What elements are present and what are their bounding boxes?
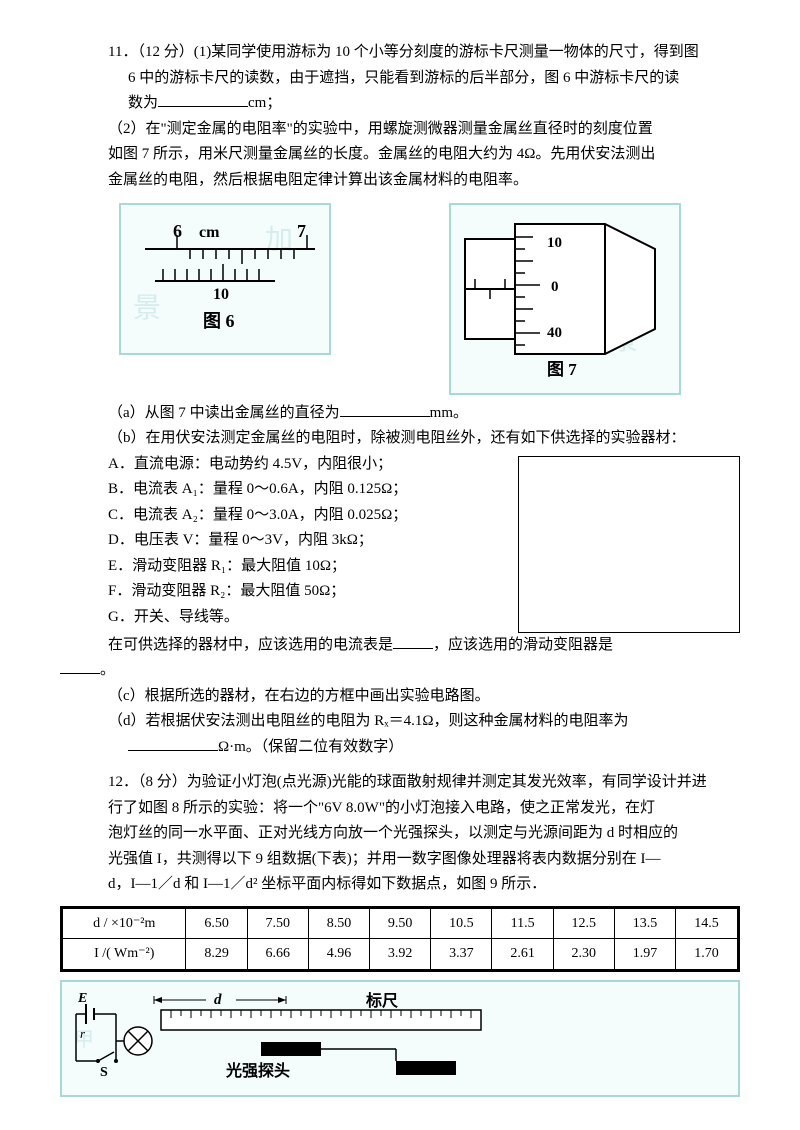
q11-sub-c: （c）根据所选的器材，在右边的方框中画出实验电路图。 [60, 684, 740, 710]
q12-line5: d，I—1／d 和 I—1／d² 坐标平面内标得如下数据点，如图 9 所示． [60, 872, 740, 898]
q12-line4: 光强值 I，共测得以下 9 组数据(下表)；并用一数字图像处理器将表内数据分别在… [60, 847, 740, 873]
question-11: 11．（12 分）(1)某同学使用游标为 10 个小等分刻度的游标卡尺测量一物体… [60, 40, 740, 760]
q11-sub-a: （a）从图 7 中读出金属丝的直径为mm。 [60, 401, 740, 427]
equip-F: F．滑动变阻器 R₂：最大阻值 50Ω； [108, 579, 508, 605]
circuit-diagram-box [518, 456, 740, 633]
fig6-caption: 图 6 [203, 311, 235, 331]
figure-6-vernier: 景 加 6 cm 7 [119, 203, 331, 355]
q11-part1-line2: 6 中的游标卡尺的读数，由于遮挡，只能看到游标的后半部分，图 6 中游标卡尺的读 [60, 66, 740, 92]
q11-number: 11．（12 分） [108, 44, 194, 60]
figure-8-circuit: 甲 E r S [60, 980, 740, 1097]
q11-part2-line1: （2）在"测定金属的电阻率"的实验中，用螺旋测微器测量金属丝直径时的刻度位置 [60, 117, 740, 143]
figures-row: 景 加 6 cm 7 [60, 203, 740, 395]
q11-part1-line3: 数为cm； [60, 91, 740, 117]
equip-D: D．电压表 V：量程 0～3V，内阻 3kΩ； [108, 528, 508, 554]
blank-resistivity [128, 735, 218, 751]
fig6-label-7: 7 [297, 221, 306, 241]
equip-A: A．直流电源：电动势约 4.5V，内阻很小； [108, 452, 508, 478]
equip-B: B．电流表 A₁：量程 0～0.6A，内阻 0.125Ω； [108, 477, 508, 503]
fig8-S: S [100, 1065, 108, 1080]
q11-part1-line1: 11．（12 分）(1)某同学使用游标为 10 个小等分刻度的游标卡尺测量一物体… [60, 40, 740, 66]
q12-line1: 12．（8 分）为验证小灯泡(点光源)光能的球面散射规律并测定其发光效率，有同学… [60, 770, 740, 796]
table-row: I /( Wm⁻²) 8.29 6.66 4.96 3.92 3.37 2.61… [62, 939, 739, 971]
q12-line2: 行了如图 8 所示的实验：将一个"6V 8.0W"的小灯泡接入电路，使之正常发光… [60, 796, 740, 822]
equip-E: E．滑动变阻器 R₁：最大阻值 10Ω； [108, 554, 508, 580]
equipment-list: A．直流电源：电动势约 4.5V，内阻很小； B．电流表 A₁：量程 0～0.6… [108, 452, 508, 631]
fig6-unit: cm [199, 224, 220, 241]
equip-C: C．电流表 A₂：量程 0～3.0A，内阻 0.025Ω； [108, 503, 508, 529]
row1-head: d / ×10⁻²m [62, 907, 186, 939]
q11-sub-d-2: Ω·m。（保留二位有效数字） [60, 735, 740, 761]
q11-sub-b: （b）在用伏安法测定金属丝的电阻时，除被测电阻丝外，还有如下供选择的实验器材： [60, 426, 740, 452]
fig8-probe-label: 光强探头 [225, 1061, 290, 1080]
fig8-ruler-label: 标尺 [365, 992, 398, 1010]
fig6-label-10: 10 [213, 286, 229, 303]
equip-G: G．开关、导线等。 [108, 605, 508, 631]
fig7-caption: 图 7 [547, 360, 577, 379]
fig7-scale-40: 40 [547, 325, 562, 341]
row2-head: I /( Wm⁻²) [62, 939, 186, 971]
q12-line3: 泡灯丝的同一水平面、正对光线方向放一个光强探头，以测定与光源间距为 d 时相应的 [60, 821, 740, 847]
svg-text:景: 景 [133, 293, 161, 324]
fig7-scale-0: 0 [551, 279, 559, 295]
q12-number: 12．（8 分） [108, 774, 187, 790]
blank-rheostat [60, 658, 100, 674]
figure-7-micrometer: 加 景 [449, 203, 681, 395]
svg-text:加: 加 [265, 225, 293, 256]
question-12: 12．（8 分）为验证小灯泡(点光源)光能的球面散射规律并测定其发光效率，有同学… [60, 770, 740, 1097]
data-table: d / ×10⁻²m 6.50 7.50 8.50 9.50 10.5 11.5… [60, 906, 740, 973]
q11-part2-line3: 金属丝的电阻，然后根据电阻定律计算出该金属材料的电阻率。 [60, 168, 740, 194]
q11-sub-d-1: （d）若根据伏安法测出电阻丝的电阻为 Rₓ＝4.1Ω，则这种金属材料的电阻率为 [60, 709, 740, 735]
blank-diameter [340, 401, 430, 417]
q11-part2-line2: 如图 7 所示，用米尺测量金属丝的长度。金属丝的电阻大约为 4Ω。先用伏安法测出 [60, 142, 740, 168]
fig7-scale-10: 10 [547, 235, 562, 251]
blank-ammeter [393, 633, 433, 649]
q11-choose-end: 。 [60, 658, 740, 684]
equipment-row: A．直流电源：电动势约 4.5V，内阻很小； B．电流表 A₁：量程 0～0.6… [60, 452, 740, 633]
fig8-E: E [77, 991, 87, 1006]
fig8-d: d [214, 992, 222, 1008]
q11-choose: 在可供选择的器材中，应该选用的电流表是，应该选用的滑动变阻器是 [60, 633, 740, 659]
blank-reading-cm [158, 91, 248, 107]
table-row: d / ×10⁻²m 6.50 7.50 8.50 9.50 10.5 11.5… [62, 907, 739, 939]
